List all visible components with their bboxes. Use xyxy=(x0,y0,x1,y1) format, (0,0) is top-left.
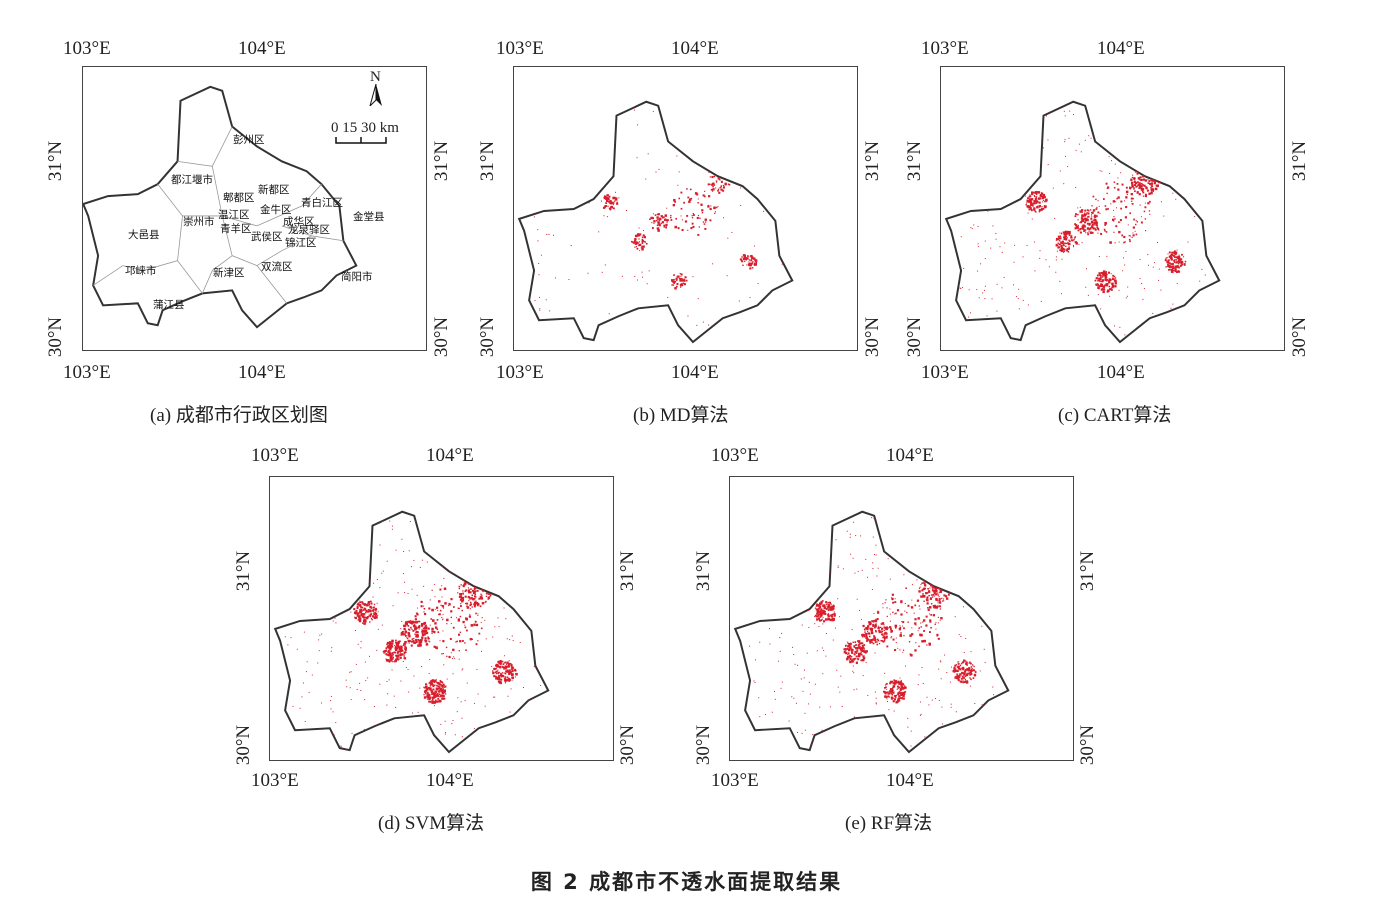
lon-label: 104°E xyxy=(671,362,719,383)
lat-label: 31°N xyxy=(1289,140,1311,182)
panel-caption: (a) 成都市行政区划图 xyxy=(150,405,328,426)
lat-label: 30°N xyxy=(1289,316,1311,358)
district-map xyxy=(83,85,358,329)
lon-label: 104°E xyxy=(238,38,286,59)
district-label: 大邑县 xyxy=(128,229,160,241)
district-label: 金牛区 xyxy=(260,204,292,216)
north-arrow-icon xyxy=(369,84,382,106)
map-frame-e xyxy=(729,476,1074,761)
panel-caption: (d) SVM算法 xyxy=(378,813,485,834)
lat-label: 31°N xyxy=(862,140,884,182)
lat-label: 30°N xyxy=(1077,724,1099,766)
district-label: 锦江区 xyxy=(285,237,317,249)
lat-label: 31°N xyxy=(693,550,715,592)
district-label: 青白江区 xyxy=(301,197,343,209)
district-label: 金堂县 xyxy=(353,211,385,223)
scale-bar-label: 0 15 30 km xyxy=(331,120,399,136)
district-label: 武侯区 xyxy=(251,231,283,243)
impervious-map xyxy=(733,510,1010,754)
district-label: 邛崃市 xyxy=(125,265,157,277)
lat-label: 30°N xyxy=(862,316,884,358)
scale-bar-icon xyxy=(335,137,387,144)
lat-label: 30°N xyxy=(45,316,67,358)
district-label: 彭州区 xyxy=(233,134,265,146)
lat-label: 30°N xyxy=(233,724,255,766)
district-label: 都江堰市 xyxy=(171,174,213,186)
lon-label: 103°E xyxy=(251,445,299,466)
lon-label: 104°E xyxy=(426,770,474,791)
district-label: 新津区 xyxy=(213,267,245,279)
lat-label: 31°N xyxy=(45,140,67,182)
map-frame-c xyxy=(940,66,1285,351)
lon-label: 103°E xyxy=(63,362,111,383)
lat-label: 30°N xyxy=(617,724,639,766)
district-label: 温江区 xyxy=(218,209,250,221)
district-label: 成华区 xyxy=(283,216,315,228)
lat-label: 30°N xyxy=(431,316,453,358)
lat-label: 31°N xyxy=(233,550,255,592)
district-label: 郫都区 xyxy=(223,192,255,204)
panel-caption: (b) MD算法 xyxy=(633,405,729,426)
lat-label: 31°N xyxy=(1077,550,1099,592)
district-label: 蒲江县 xyxy=(153,299,185,311)
district-label: 简阳市 xyxy=(341,271,373,283)
impervious-map xyxy=(517,100,794,344)
map-frame-b xyxy=(513,66,858,351)
map-frame-a: N 0 15 30 km 彭州区都江堰市 郫都区 新都区 青白江区崇州市 温江区 金牛区成… xyxy=(82,66,427,351)
lon-label: 103°E xyxy=(921,38,969,59)
lon-label: 103°E xyxy=(711,770,759,791)
lon-label: 103°E xyxy=(921,362,969,383)
lat-label: 31°N xyxy=(431,140,453,182)
lon-label: 103°E xyxy=(251,770,299,791)
district-label: 双流区 xyxy=(261,261,293,273)
lat-label: 31°N xyxy=(477,140,499,182)
impervious-map xyxy=(944,100,1221,344)
lon-label: 104°E xyxy=(1097,362,1145,383)
lon-label: 104°E xyxy=(1097,38,1145,59)
lon-label: 104°E xyxy=(426,445,474,466)
district-label: 崇州市 xyxy=(183,216,215,228)
lat-label: 30°N xyxy=(477,316,499,358)
city-boundary xyxy=(273,510,550,754)
lat-label: 31°N xyxy=(617,550,639,592)
district-label: 新都区 xyxy=(258,184,290,196)
lat-label: 31°N xyxy=(904,140,926,182)
city-boundary xyxy=(517,100,794,344)
lon-label: 103°E xyxy=(496,38,544,59)
lon-label: 103°E xyxy=(63,38,111,59)
lon-label: 103°E xyxy=(496,362,544,383)
panel-caption: (e) RF算法 xyxy=(845,813,933,834)
lon-label: 104°E xyxy=(886,770,934,791)
lat-label: 30°N xyxy=(693,724,715,766)
north-arrow-label: N xyxy=(370,69,381,85)
district-label: 龙泉驿区 xyxy=(288,224,330,236)
lon-label: 104°E xyxy=(238,362,286,383)
figure-caption: 图 2 成都市不透水面提取结果 xyxy=(530,870,843,894)
impervious-map xyxy=(273,510,550,754)
lat-label: 30°N xyxy=(904,316,926,358)
lon-label: 104°E xyxy=(886,445,934,466)
district-label: 青羊区 xyxy=(220,223,252,235)
lon-label: 103°E xyxy=(711,445,759,466)
map-frame-d xyxy=(269,476,614,761)
panel-caption: (c) CART算法 xyxy=(1058,405,1172,426)
lon-label: 104°E xyxy=(671,38,719,59)
